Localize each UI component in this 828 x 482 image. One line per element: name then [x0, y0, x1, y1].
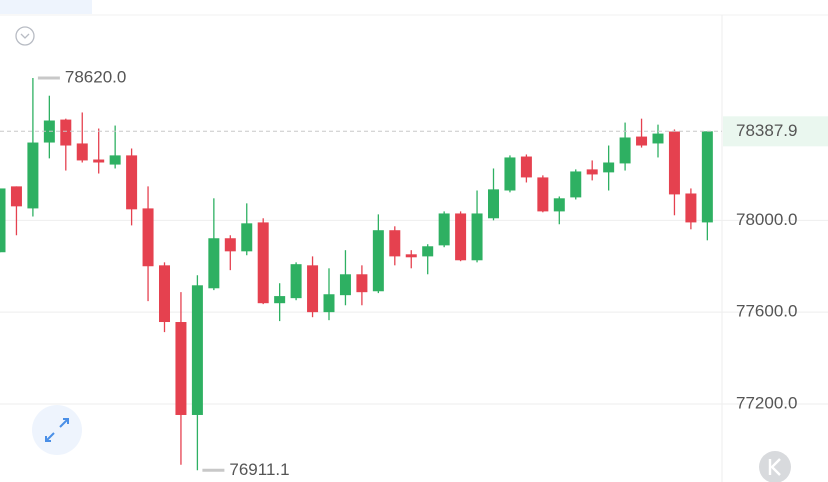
candle-body: [603, 162, 615, 173]
candle-body: [586, 169, 598, 175]
candle-body: [224, 238, 236, 252]
candle-body: [175, 322, 187, 415]
candle-body: [27, 142, 39, 209]
candle-body: [652, 133, 664, 144]
candle-body: [76, 143, 88, 161]
top-tab: [0, 0, 92, 14]
candle-body: [142, 208, 154, 267]
kline-button[interactable]: [759, 451, 791, 482]
candle-body: [455, 213, 467, 261]
candle-body: [109, 155, 121, 165]
candle-body: [422, 246, 434, 257]
min-label: 76911.1: [229, 460, 289, 479]
candle-body: [372, 230, 384, 292]
candle-body: [191, 285, 203, 415]
candle-body: [504, 157, 516, 191]
y-tick-label: 78000.0: [736, 210, 797, 229]
candle-body: [685, 193, 697, 223]
candle-body: [389, 230, 401, 257]
candle-body: [570, 171, 582, 198]
candle-body: [619, 137, 631, 164]
candle-body: [438, 213, 450, 246]
candle-body: [405, 254, 417, 258]
candle-body: [126, 155, 138, 210]
candle-body: [274, 296, 286, 304]
candle-body: [636, 136, 648, 146]
candle-body: [339, 274, 351, 296]
candle-body: [307, 265, 319, 313]
candle-body: [520, 156, 532, 178]
last-price-box: [723, 116, 828, 147]
max-label: 78620.0: [65, 68, 126, 87]
candle-body: [488, 189, 499, 219]
candle-body: [323, 294, 335, 313]
collapse-button[interactable]: [15, 26, 35, 46]
candle-body: [537, 177, 549, 212]
candle-body: [553, 198, 565, 212]
candle-body: [241, 223, 253, 252]
candle-body: [0, 188, 6, 253]
candle-body: [471, 213, 483, 261]
candle-body: [60, 119, 72, 146]
last-price-label: 78387.9: [736, 121, 797, 140]
candle-body: [159, 265, 170, 323]
candle-body: [701, 131, 713, 223]
candle-body: [356, 274, 368, 293]
candle-body: [668, 131, 680, 195]
y-tick-label: 77200.0: [736, 393, 797, 412]
candle-body: [10, 186, 22, 207]
candle-body: [290, 264, 302, 299]
candle-body: [257, 222, 269, 304]
candle-body: [93, 159, 105, 163]
candle-body: [208, 238, 220, 289]
expand-button[interactable]: [32, 405, 82, 455]
y-tick-label: 77600.0: [736, 302, 797, 321]
